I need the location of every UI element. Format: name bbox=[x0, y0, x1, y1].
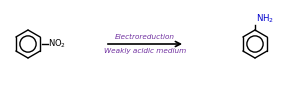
Text: Weakly acidic medium: Weakly acidic medium bbox=[104, 48, 186, 54]
Text: Electroreduction: Electroreduction bbox=[115, 34, 175, 40]
Text: NO$_2$: NO$_2$ bbox=[49, 38, 67, 50]
Text: NH$_2$: NH$_2$ bbox=[256, 13, 274, 25]
